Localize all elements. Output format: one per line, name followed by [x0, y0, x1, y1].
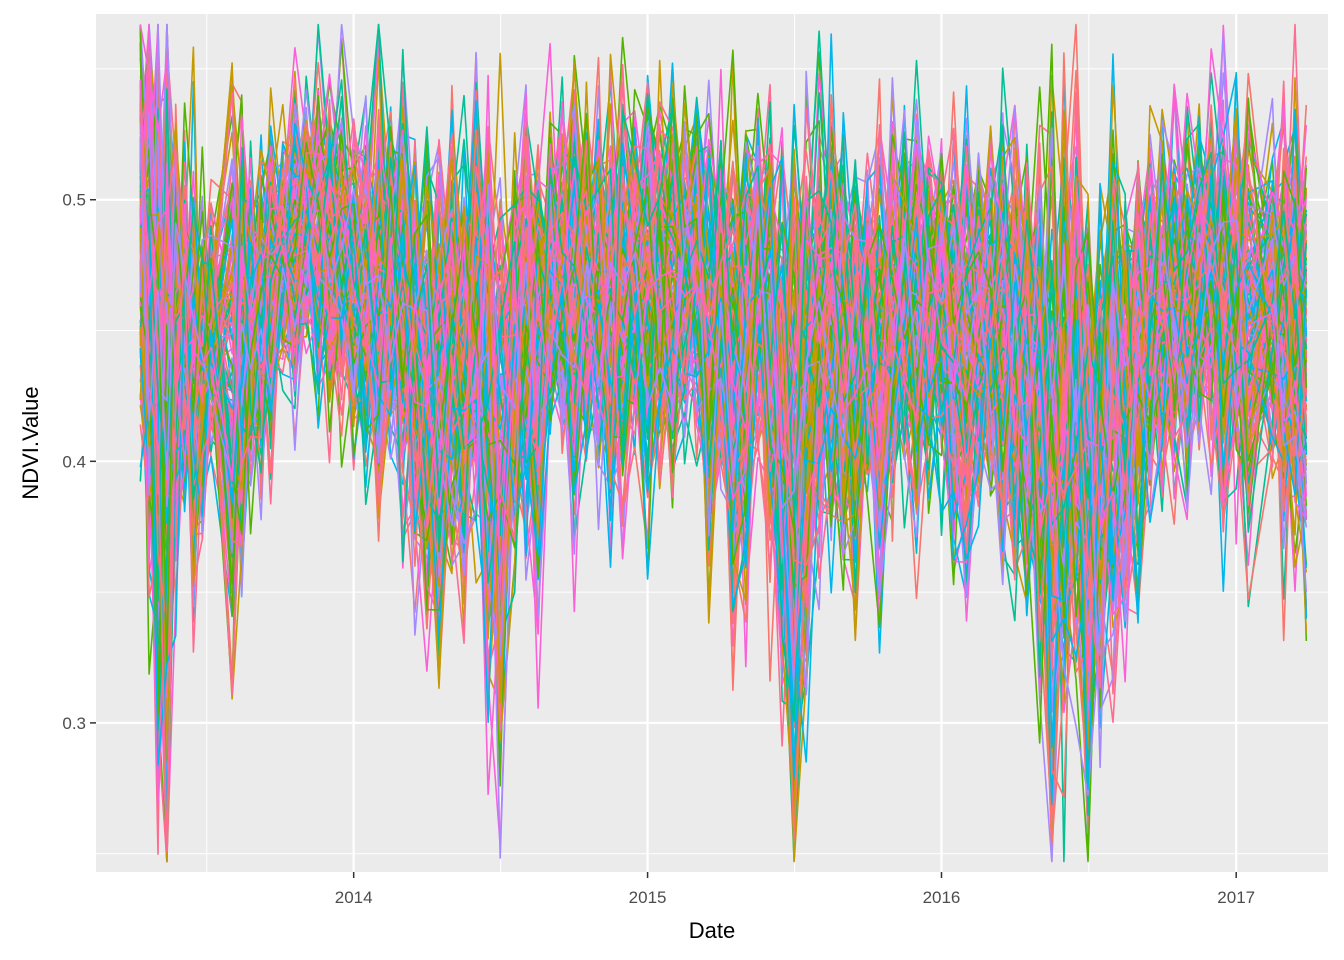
x-tick-label: 2014: [335, 888, 373, 907]
x-tick-label: 2016: [923, 888, 961, 907]
x-tick-label: 2017: [1217, 888, 1255, 907]
y-tick-label: 0.5: [62, 191, 86, 210]
x-axis-title: Date: [689, 918, 735, 943]
x-axis: 2014 2015 2016 2017: [335, 872, 1255, 907]
series-line: [139, 96, 1308, 853]
series-line: [139, 74, 1308, 683]
x-tick-label: 2015: [629, 888, 667, 907]
y-tick-label: 0.3: [62, 714, 86, 733]
y-tick-label: 0.4: [62, 452, 86, 471]
series-line: [139, 145, 1308, 769]
series-lines: [139, 23, 1308, 863]
series-line: [139, 81, 1308, 581]
y-axis: 0.3 0.4 0.5: [62, 191, 96, 733]
y-axis-title: NDVI.Value: [18, 386, 43, 499]
